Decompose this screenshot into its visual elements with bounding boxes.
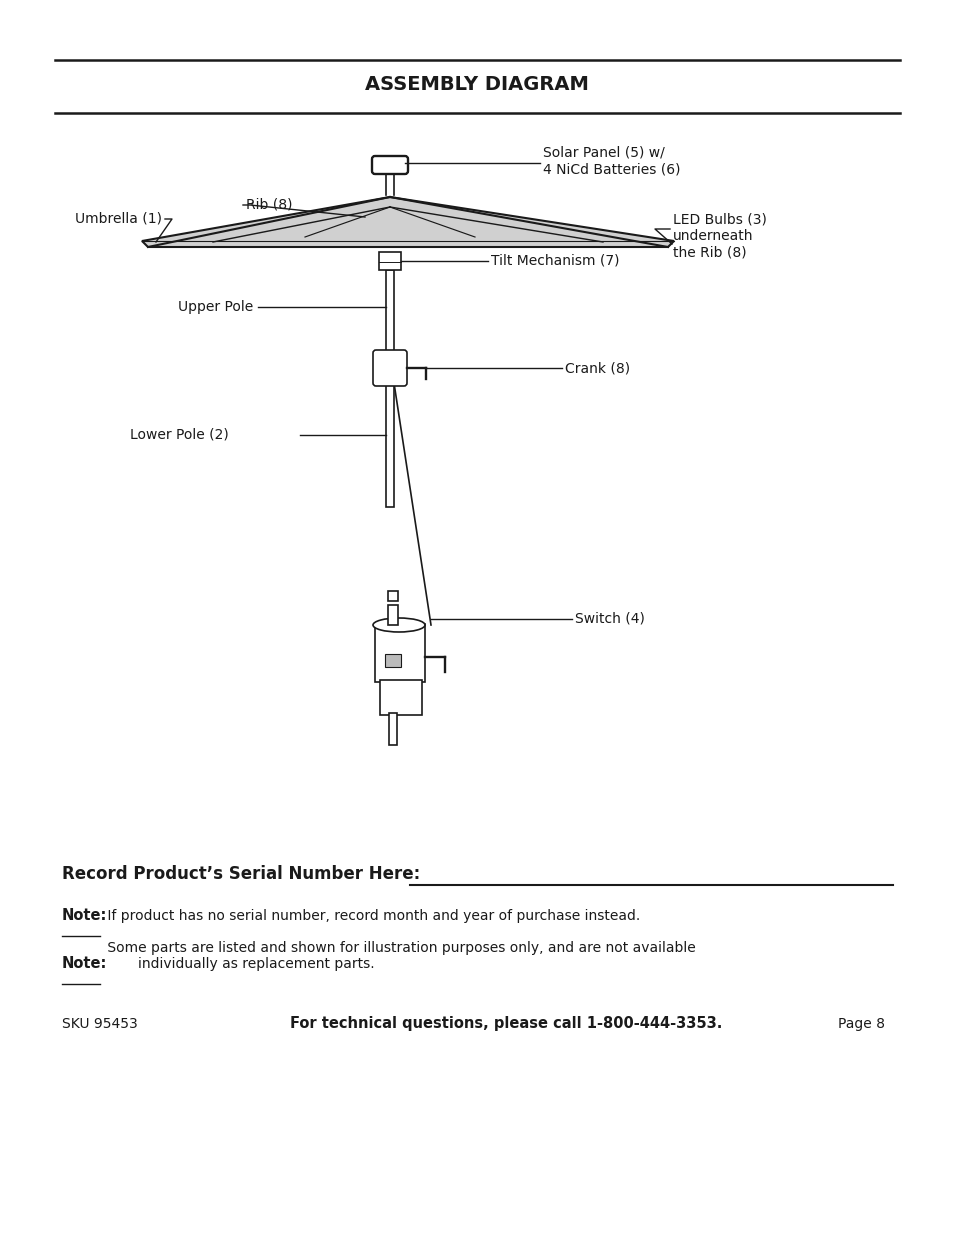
Text: Lower Pole (2): Lower Pole (2) — [130, 429, 229, 442]
Text: If product has no serial number, record month and year of purchase instead.: If product has no serial number, record … — [103, 909, 639, 923]
Bar — [385, 655, 400, 667]
Polygon shape — [142, 198, 673, 247]
Text: Switch (4): Switch (4) — [575, 613, 644, 626]
Bar — [389, 713, 396, 745]
Text: Some parts are listed and shown for illustration purposes only, and are not avai: Some parts are listed and shown for illu… — [103, 941, 695, 971]
Text: Solar Panel (5) w/
4 NiCd Batteries (6): Solar Panel (5) w/ 4 NiCd Batteries (6) — [542, 146, 679, 177]
Text: Tilt Mechanism (7): Tilt Mechanism (7) — [491, 254, 618, 268]
Bar — [386, 270, 394, 351]
Text: Crank (8): Crank (8) — [564, 361, 630, 375]
Bar — [379, 680, 421, 715]
Ellipse shape — [373, 618, 424, 632]
Text: Umbrella (1): Umbrella (1) — [75, 212, 162, 226]
Bar — [375, 624, 424, 682]
Text: Note:: Note: — [62, 956, 108, 971]
FancyBboxPatch shape — [373, 350, 407, 387]
Text: SKU 95453: SKU 95453 — [62, 1016, 137, 1031]
Text: ASSEMBLY DIAGRAM: ASSEMBLY DIAGRAM — [365, 75, 588, 94]
Text: Note:: Note: — [62, 908, 108, 923]
Text: Rib (8): Rib (8) — [246, 198, 293, 212]
Text: For technical questions, please call 1-800-444-3353.: For technical questions, please call 1-8… — [290, 1016, 721, 1031]
Bar — [388, 605, 397, 625]
Bar — [378, 252, 400, 270]
Text: Record Product’s Serial Number Here:: Record Product’s Serial Number Here: — [62, 864, 420, 883]
FancyBboxPatch shape — [372, 156, 408, 174]
Bar — [386, 383, 394, 508]
Text: Page 8: Page 8 — [837, 1016, 884, 1031]
Bar — [388, 592, 397, 601]
Text: LED Bulbs (3)
underneath
the Rib (8): LED Bulbs (3) underneath the Rib (8) — [672, 212, 766, 259]
Text: Upper Pole: Upper Pole — [178, 300, 253, 314]
